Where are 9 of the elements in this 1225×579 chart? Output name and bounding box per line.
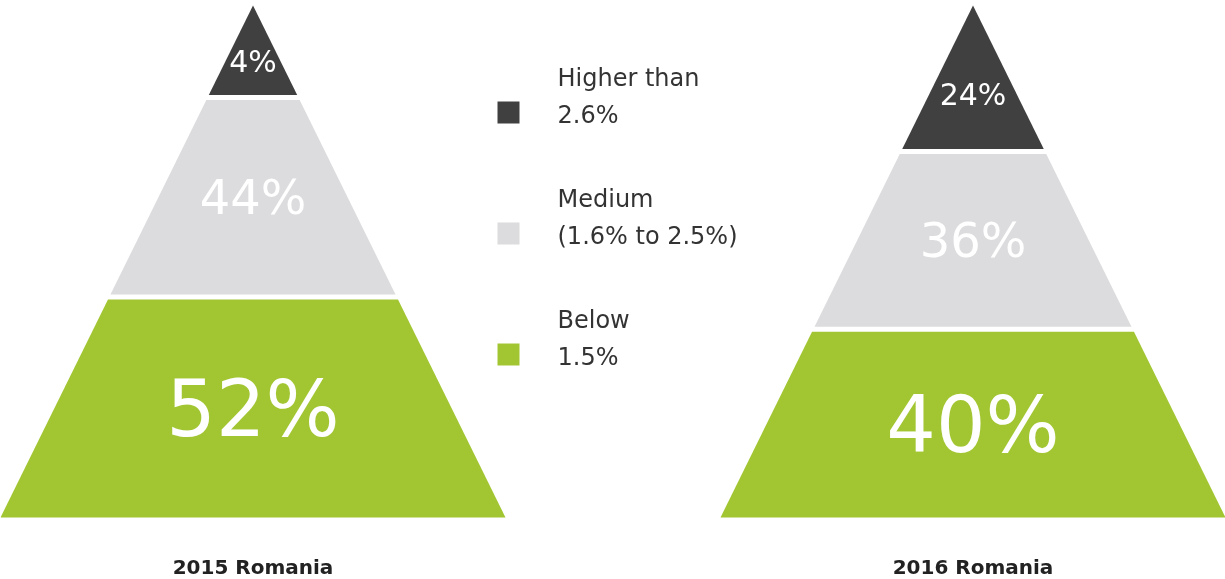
data-label: 4% <box>229 43 277 79</box>
data-label: 24% <box>939 76 1007 112</box>
data-label: 40% <box>886 379 1060 470</box>
category-label: Medium (1.6% to 2.5%) <box>557 184 738 251</box>
series-label: 2016 Romania <box>892 554 1054 579</box>
series-label: 2015 Romania <box>172 554 334 579</box>
data-label: 52% <box>166 363 340 454</box>
category-label: Below 1.5% <box>557 305 630 372</box>
category-label: Higher than 2.6% <box>557 63 700 130</box>
